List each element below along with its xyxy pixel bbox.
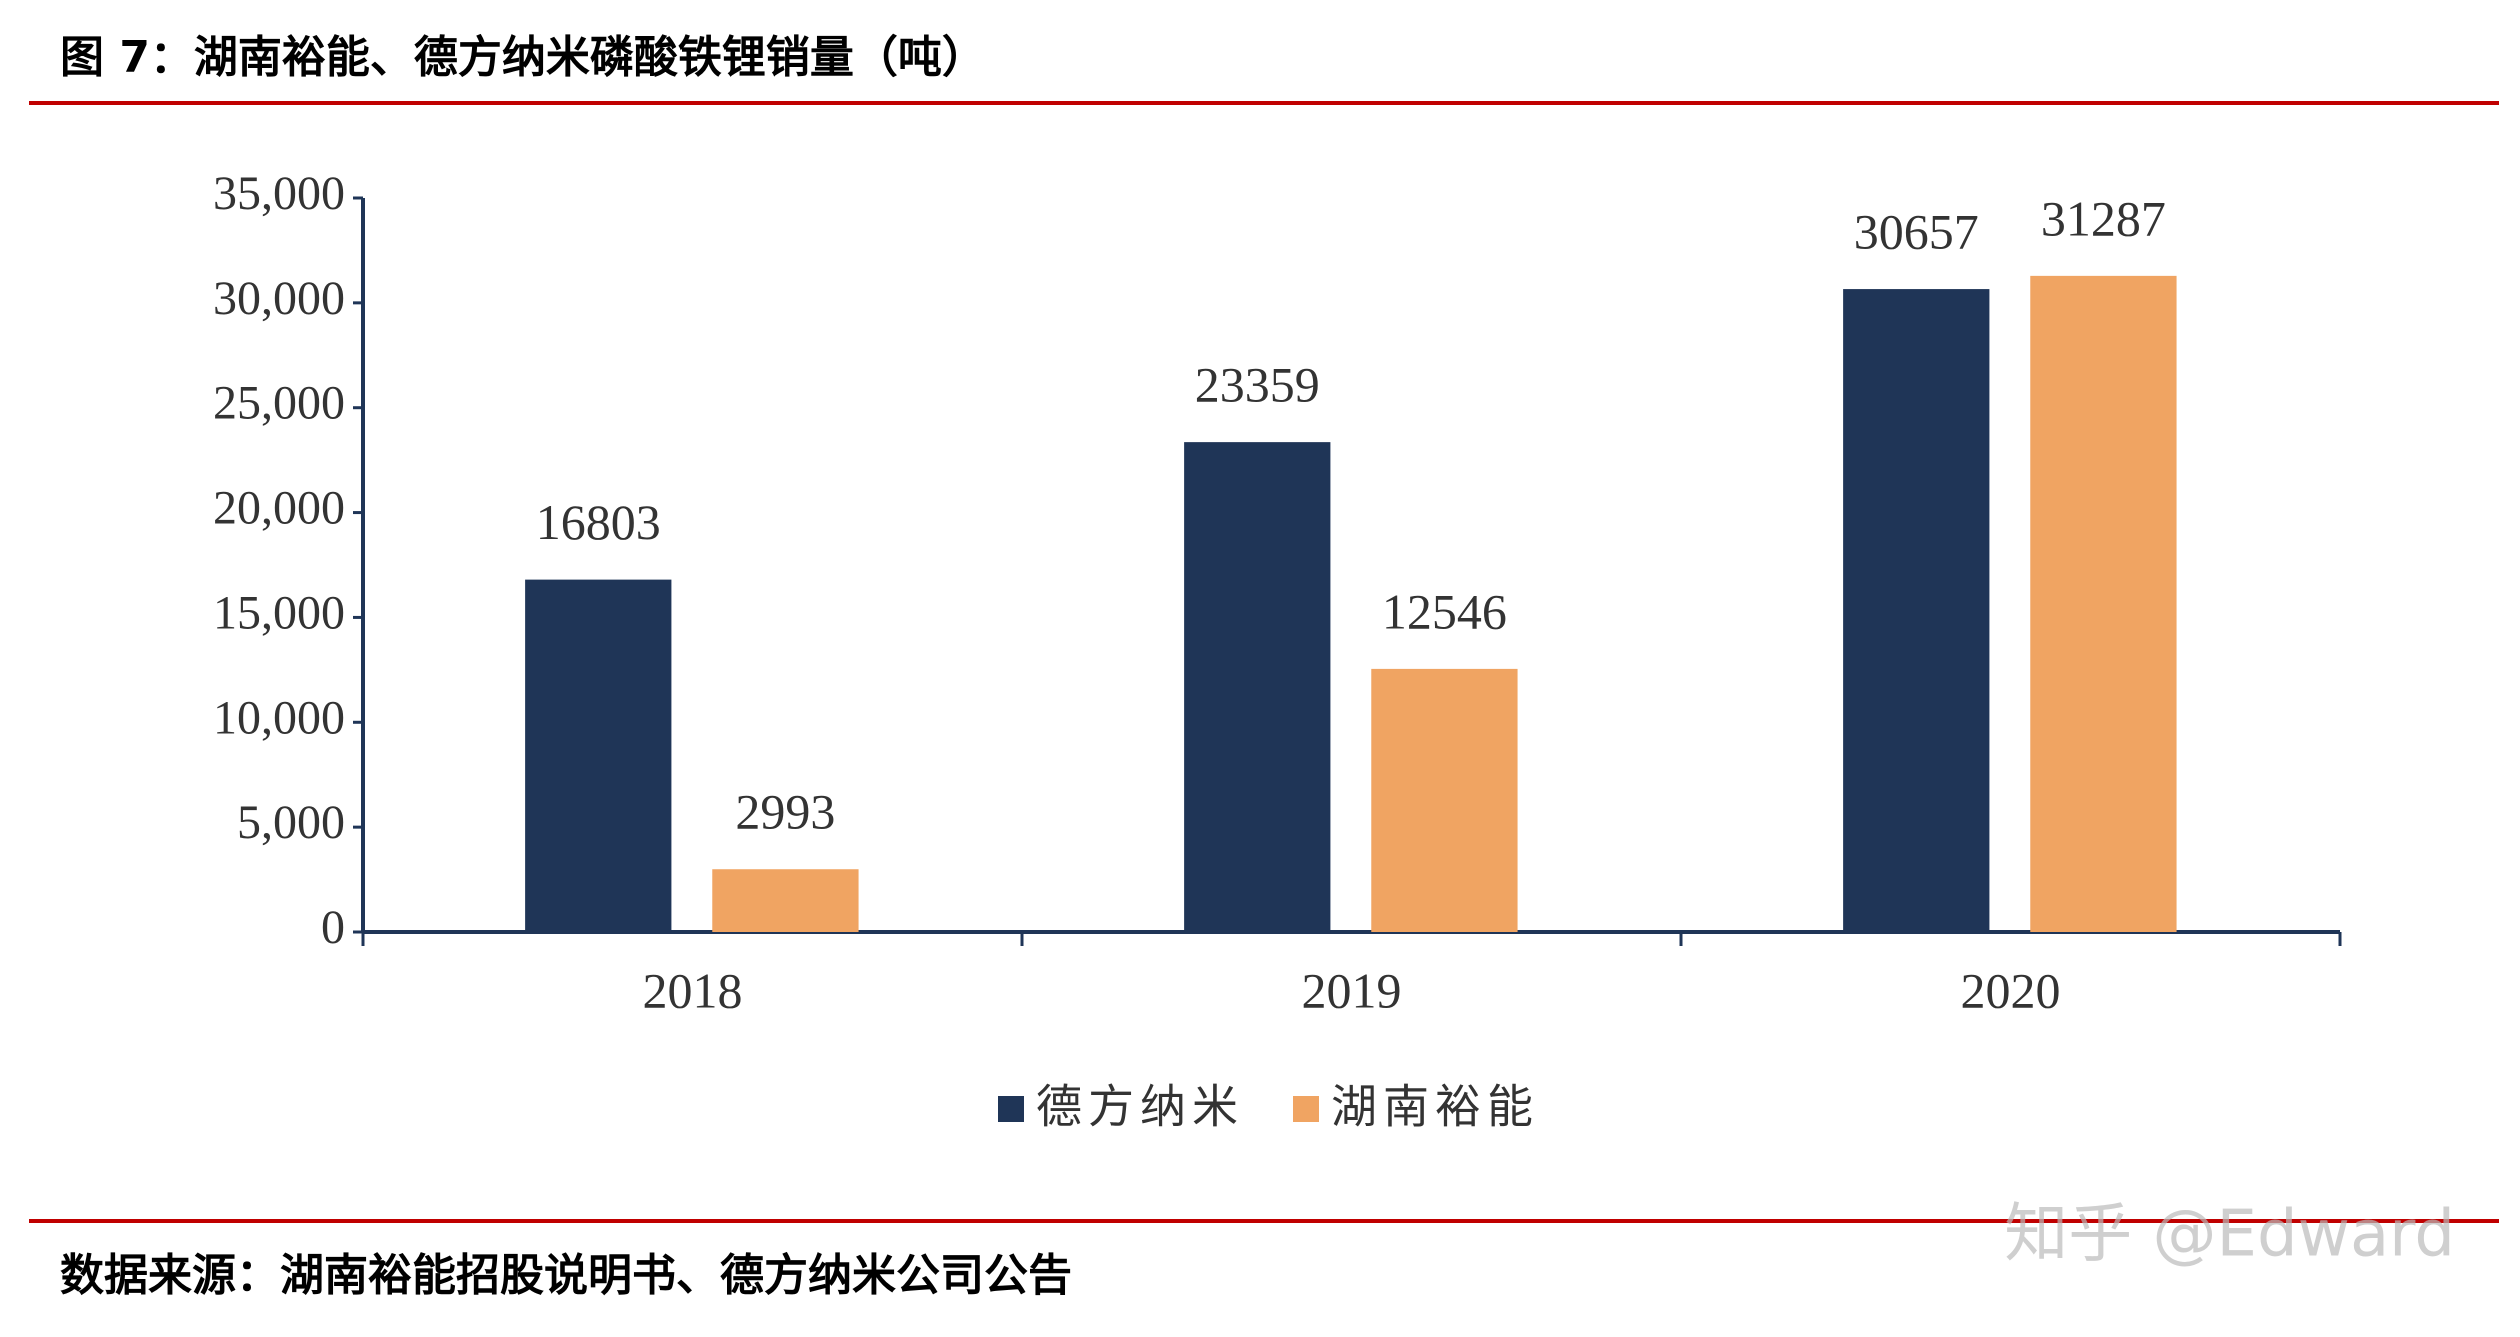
y-tick-label: 10,000 — [213, 691, 345, 744]
y-tick-label: 15,000 — [213, 586, 345, 639]
y-tick-label: 25,000 — [213, 377, 345, 430]
data-label: 16803 — [536, 494, 661, 550]
y-tick-label: 20,000 — [213, 482, 345, 535]
bar — [2030, 275, 2177, 932]
y-tick-label: 5,000 — [237, 796, 345, 849]
data-label: 30657 — [1854, 204, 1979, 260]
y-tick-label: 0 — [321, 901, 345, 954]
x-tick-label: 2020 — [1961, 962, 2061, 1018]
legend-swatch — [1293, 1096, 1319, 1122]
legend-label: 德方纳米 — [1036, 1080, 1244, 1134]
watermark: 知乎 @Edward — [2004, 1198, 2455, 1272]
source: 数据来源：湖南裕能招股说明书、德方纳米公司公告 — [60, 1250, 1072, 1301]
bar — [1184, 442, 1331, 932]
x-tick-label: 2019 — [1302, 962, 1402, 1018]
data-label: 12546 — [1382, 583, 1507, 639]
data-label: 31287 — [2041, 190, 2166, 246]
bar — [525, 579, 672, 932]
x-tick-label: 2018 — [643, 962, 743, 1018]
chart-title: 图 7：湖南裕能、德方纳米磷酸铁锂销量（吨） — [60, 32, 986, 83]
y-tick-label: 30,000 — [213, 272, 345, 325]
data-label: 2993 — [735, 784, 835, 840]
bar — [1843, 289, 1990, 932]
legend-label: 湖南裕能 — [1331, 1080, 1539, 1134]
data-label: 23359 — [1195, 357, 1320, 413]
bar — [712, 869, 859, 932]
legend-swatch — [998, 1096, 1024, 1122]
y-tick-label: 35,000 — [213, 167, 345, 220]
bar — [1371, 668, 1518, 932]
